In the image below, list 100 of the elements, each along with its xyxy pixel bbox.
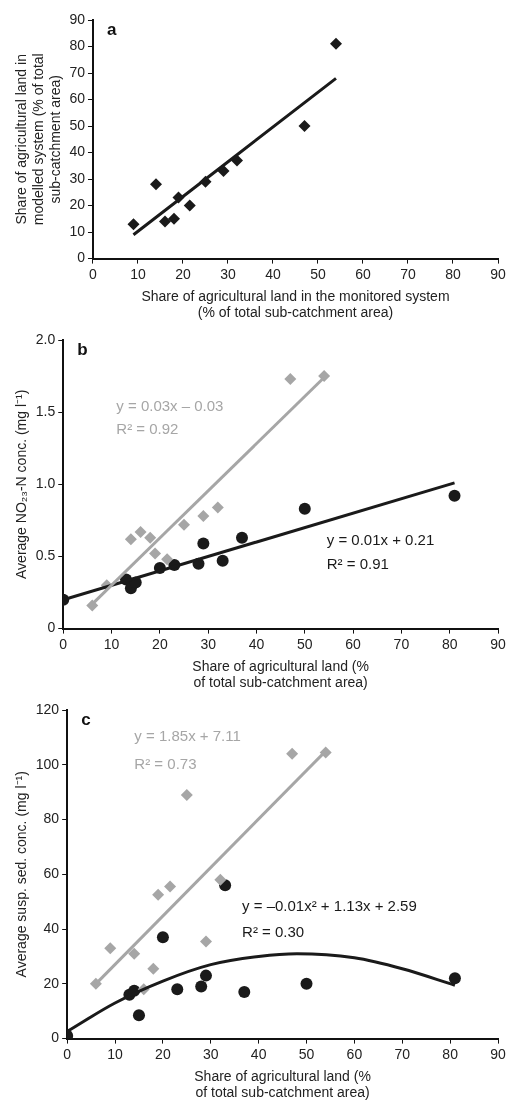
y-tick-label: 70 [69, 63, 86, 80]
x-tick-label: 10 [103, 635, 120, 652]
point [199, 935, 212, 948]
point [104, 942, 117, 955]
point [124, 533, 137, 546]
y-tick-label: 30 [69, 169, 86, 186]
point [147, 962, 160, 975]
point [149, 547, 162, 560]
x-tick-label: 70 [393, 635, 410, 652]
point [195, 980, 208, 993]
y-tick-label: 0 [51, 1029, 60, 1046]
point [164, 880, 177, 893]
x-axis-title: Share of agricultural land (% of total sub-catchment area) [194, 1067, 371, 1101]
point [199, 175, 212, 188]
point [298, 120, 311, 133]
point [235, 531, 248, 544]
chart-title: a [106, 20, 117, 40]
annotation: y = 0.01x + 0.21 [326, 530, 435, 548]
point [149, 178, 162, 191]
x-tick-label: 10 [107, 1045, 124, 1062]
x-tick-label: 30 [220, 265, 236, 282]
point [238, 986, 251, 999]
y-tick-label: 0.5 [35, 547, 56, 564]
y-tick-label: 40 [43, 919, 60, 936]
y-tick-label: 2.0 [35, 330, 56, 347]
x-tick-label: 80 [442, 1045, 459, 1062]
annotation: R² = 0.92 [116, 419, 179, 437]
x-tick-label: 60 [346, 1045, 363, 1062]
y-axis-title: Share of agricultural land in modelled system (% of total sub-catchment area) [13, 53, 63, 226]
point [158, 215, 171, 228]
x-tick-label: 50 [298, 1045, 315, 1062]
point [167, 212, 180, 225]
x-axis-title: Share of agricultural land in the monitored system (% of total sub-catchment area) [141, 287, 450, 321]
y-tick-label: 60 [43, 865, 60, 882]
annotation: y = –0.01x² + 1.13x + 2.59 [242, 897, 417, 915]
point [284, 372, 297, 385]
point [286, 747, 299, 760]
point [134, 525, 147, 538]
chart-title: b [77, 340, 88, 360]
y-tick-label: 10 [69, 222, 86, 239]
point [216, 554, 229, 567]
point [329, 37, 342, 50]
point [197, 537, 210, 550]
point [132, 1009, 145, 1022]
x-axis-title: Share of agricultural land (% of total sub-catchment area) [192, 657, 369, 691]
point [211, 501, 224, 514]
x-tick-label: 70 [394, 1045, 411, 1062]
point [448, 489, 461, 502]
point [197, 510, 210, 523]
point [128, 947, 141, 960]
x-tick-label: 20 [152, 635, 168, 652]
y-tick-label: 20 [43, 974, 60, 991]
x-tick-label: 40 [248, 635, 265, 652]
x-tick-label: 30 [202, 1045, 219, 1062]
x-tick-label: 80 [441, 635, 458, 652]
y-tick-label: 90 [69, 10, 86, 27]
annotation: R² = 0.30 [242, 923, 305, 941]
x-tick-label: 0 [89, 265, 98, 282]
y-tick-label: 80 [43, 810, 60, 827]
y-tick-label: 50 [69, 116, 86, 133]
y-tick-label: 60 [69, 90, 86, 107]
point [300, 977, 313, 990]
point [298, 502, 311, 515]
y-tick-label: 20 [69, 196, 86, 213]
point [172, 191, 185, 204]
point [144, 531, 157, 544]
point [161, 553, 174, 566]
y-tick-label: 0 [47, 619, 56, 636]
x-tick-label: 70 [400, 265, 416, 282]
point [127, 218, 140, 231]
point [230, 154, 243, 167]
y-tick-label: 40 [69, 143, 86, 160]
x-tick-label: 10 [130, 265, 146, 282]
y-tick-label: 100 [35, 755, 60, 772]
annotation: y = 1.85x + 7.11 [134, 727, 241, 745]
y-tick-label: 1.0 [35, 475, 56, 492]
x-tick-label: 20 [155, 1045, 171, 1062]
y-tick-label: 80 [69, 37, 86, 54]
x-tick-label: 50 [296, 635, 313, 652]
y-tick-label: 120 [35, 700, 60, 717]
x-tick-label: 40 [250, 1045, 267, 1062]
point [178, 518, 191, 531]
annotation: y = 0.03x – 0.03 [116, 396, 224, 414]
point [156, 931, 169, 944]
x-tick-label: 60 [355, 265, 371, 282]
point [217, 165, 230, 178]
x-tick-label: 80 [445, 265, 461, 282]
y-tick-label: 0 [77, 249, 86, 266]
chart-title: c [81, 710, 91, 730]
x-tick-label: 90 [490, 635, 506, 652]
x-tick-label: 60 [345, 635, 362, 652]
point [199, 969, 212, 982]
point [183, 199, 196, 212]
point [214, 873, 227, 886]
point [180, 788, 193, 801]
y-axis-title: Average susp. sed. conc. (mg l⁻¹) [13, 771, 30, 978]
point [171, 983, 184, 996]
x-tick-label: 90 [490, 1045, 506, 1062]
y-axis-title: Average NO₂₃-N conc. (mg l⁻¹) [13, 389, 30, 579]
point [448, 972, 461, 985]
